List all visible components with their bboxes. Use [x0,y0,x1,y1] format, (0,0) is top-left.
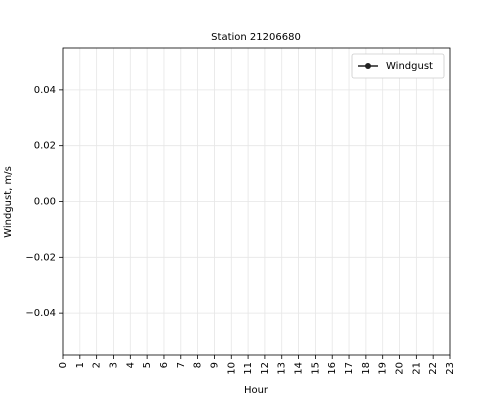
x-tick-label: 23 [445,362,456,375]
x-tick-label: 18 [361,362,372,375]
x-tick-label: 20 [395,362,406,375]
legend-marker [365,63,371,69]
x-tick-label: 11 [243,362,254,375]
x-tick-label: 15 [310,362,321,375]
y-axis-label: Windgust, m/s [3,166,14,238]
plot-frame [62,47,451,356]
x-tick-label: 8 [193,362,204,368]
x-axis-label: Hour [244,385,269,396]
x-tick-label: 12 [260,362,271,375]
x-tick-label: 21 [411,362,422,375]
x-tick-label: 7 [176,362,187,368]
x-tick-label: 4 [125,362,136,368]
chart-title: Station 21206680 [211,32,301,43]
x-tick-label: 13 [277,362,288,375]
x-tick-label: 10 [226,362,237,375]
x-tick-label: 22 [428,362,439,375]
x-tick-label: 16 [327,362,338,375]
y-tick-label: −0.04 [25,308,56,319]
x-tick-label: 0 [58,362,69,368]
x-tick-label: 9 [209,362,220,368]
y-tick-label: 0.02 [34,141,56,152]
x-tick-label: 19 [378,362,389,375]
x-tick-label: 14 [294,362,305,375]
x-tick-label: 5 [142,362,153,368]
x-tick-label: 6 [159,362,170,368]
y-tick-label: 0.00 [34,197,56,208]
x-tick-label: 17 [344,362,355,375]
x-tick-label: 2 [92,362,103,368]
y-tick-label: −0.02 [25,252,56,263]
legend-label: Windgust [386,61,433,72]
x-tick-label: 1 [75,362,86,368]
x-tick-label: 3 [108,362,119,368]
y-tick-label: 0.04 [34,85,56,96]
legend-box [351,53,445,79]
